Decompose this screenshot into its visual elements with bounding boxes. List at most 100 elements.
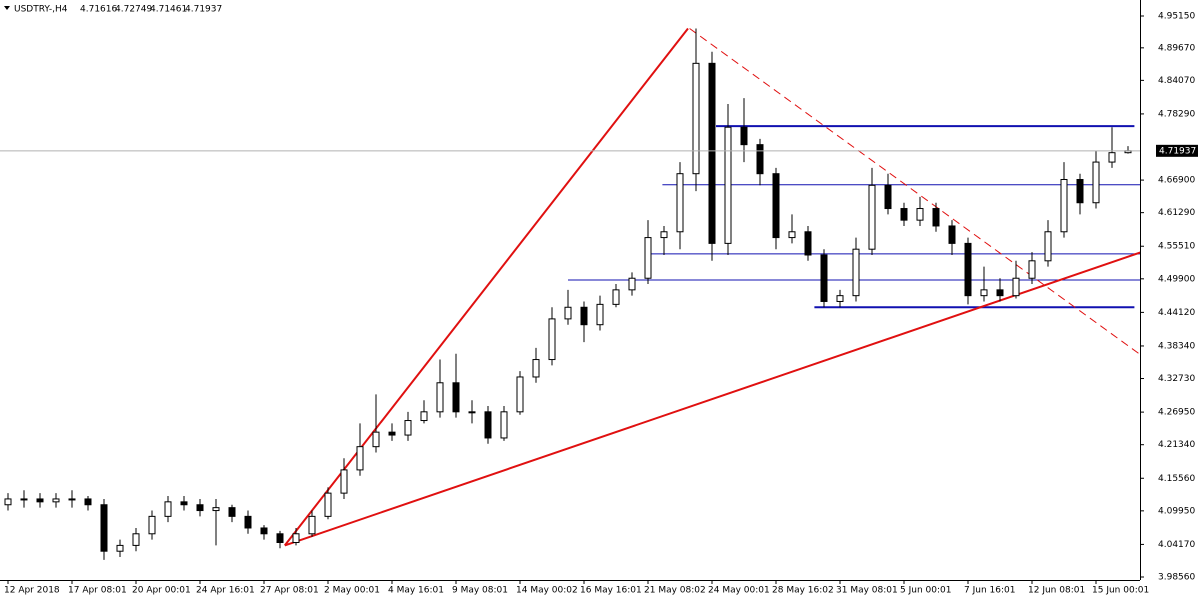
candle-body [868, 184, 876, 250]
candle-body [436, 382, 444, 413]
candle-body [564, 306, 572, 320]
y-tick-label: 4.66900 [1158, 176, 1195, 186]
y-tick-label: 4.26950 [1158, 408, 1195, 418]
candle-body [148, 515, 156, 535]
candle-body [84, 498, 92, 506]
candle-body [660, 231, 668, 239]
y-tick-label: 4.04170 [1158, 540, 1195, 550]
candle-body [788, 231, 796, 239]
candle-body [388, 431, 396, 436]
candle-body [836, 295, 844, 302]
candle-body [340, 469, 348, 494]
candle-body [404, 420, 412, 436]
candle-body [772, 173, 780, 239]
x-tick-label: 28 May 16:02 [772, 586, 834, 596]
y-tick-label: 4.09950 [1158, 506, 1195, 516]
candle-body [20, 498, 28, 501]
candle-body [196, 504, 204, 512]
candle-body [1028, 260, 1036, 279]
candle-body [948, 225, 956, 244]
candle-body [100, 504, 108, 552]
candle-body [964, 242, 972, 297]
candle-body [980, 289, 988, 297]
x-tick-label: 17 Apr 08:01 [68, 586, 127, 596]
symbol: USDTRY-,H4 [14, 5, 68, 15]
x-tick-label: 27 Apr 08:01 [260, 586, 319, 596]
candle-body [628, 277, 636, 291]
candle-body [452, 382, 460, 413]
x-tick-label: 12 Jun 08:01 [1028, 586, 1085, 596]
candle-body [548, 318, 556, 361]
trendline [284, 27, 689, 547]
candle-body [484, 411, 492, 439]
candle-body [532, 359, 540, 378]
candle-body [676, 173, 684, 233]
candle-body [1044, 231, 1052, 262]
x-tick-label: 4 May 16:01 [388, 586, 444, 596]
menu-arrow [4, 6, 10, 10]
candle-body [580, 306, 588, 326]
candle-body [692, 62, 700, 175]
trendline [689, 28, 1140, 355]
header-close: 4.71937 [185, 5, 222, 15]
y-tick-label: 4.55510 [1158, 242, 1195, 252]
x-tick-label: 7 Jun 16:01 [964, 586, 1015, 596]
candle-body [1060, 178, 1068, 233]
y-tick-label: 4.49900 [1158, 274, 1195, 284]
header: USDTRY-,H4 4.71616 4.72749 4.71461 4.719… [4, 5, 222, 15]
x-tick-label: 2 May 00:01 [324, 586, 380, 596]
y-tick-label: 4.95150 [1158, 12, 1195, 22]
header-open: 4.71616 [80, 5, 117, 15]
candle-body [324, 492, 332, 517]
x-tick-label: 31 May 08:01 [836, 586, 898, 596]
candle-body [468, 411, 476, 414]
candle-body [884, 184, 892, 210]
y-tick-label: 4.38340 [1158, 341, 1195, 351]
y-tick-label: 4.84070 [1158, 76, 1195, 86]
y-tick-label: 4.44120 [1158, 308, 1195, 318]
candle-body [820, 254, 828, 302]
candle-body [372, 431, 380, 448]
y-tick-label: 4.32730 [1158, 374, 1195, 384]
candle-body [1092, 161, 1100, 204]
x-tick-label: 5 Jun 00:01 [900, 586, 951, 596]
candle-body [1108, 152, 1116, 163]
header-low: 4.71461 [150, 5, 187, 15]
x-tick-label: 14 May 00:02 [516, 586, 578, 596]
x-tick-label: 15 Jun 00:01 [1092, 586, 1149, 596]
x-tick-label: 24 May 00:01 [708, 586, 770, 596]
candle-body [356, 446, 364, 471]
candle-body [916, 208, 924, 221]
candle-body [516, 376, 524, 413]
y-tick-label: 4.89670 [1158, 43, 1195, 53]
y-tick-label: 4.15560 [1158, 474, 1195, 484]
y-tick-label: 4.21340 [1158, 440, 1195, 450]
candle-body [804, 231, 812, 256]
candle-body [420, 411, 428, 422]
x-tick-label: 20 Apr 00:01 [132, 586, 191, 596]
x-tick-label: 16 May 16:01 [580, 586, 642, 596]
header-high: 4.72749 [115, 5, 152, 15]
candle-body [740, 126, 748, 146]
candle-body [228, 507, 236, 517]
candle-body [116, 544, 124, 552]
candle-body [900, 208, 908, 221]
candle-body [212, 507, 220, 512]
candle-body [244, 515, 252, 529]
candle-body [164, 501, 172, 517]
candle-body [612, 289, 620, 305]
candle-body [996, 289, 1004, 297]
x-tick-label: 21 May 08:02 [644, 586, 706, 596]
y-tick-label: 3.98560 [1158, 572, 1195, 582]
candle-body [932, 208, 940, 227]
x-tick-label: 9 May 08:01 [452, 586, 508, 596]
candle-body [4, 498, 12, 506]
candle-body [180, 501, 188, 506]
candle-body [68, 498, 76, 501]
y-tick-label: 4.61290 [1158, 208, 1195, 218]
candle-body [292, 533, 300, 543]
candle-body [276, 533, 284, 543]
candle-body [596, 303, 604, 326]
candle-body [644, 237, 652, 279]
